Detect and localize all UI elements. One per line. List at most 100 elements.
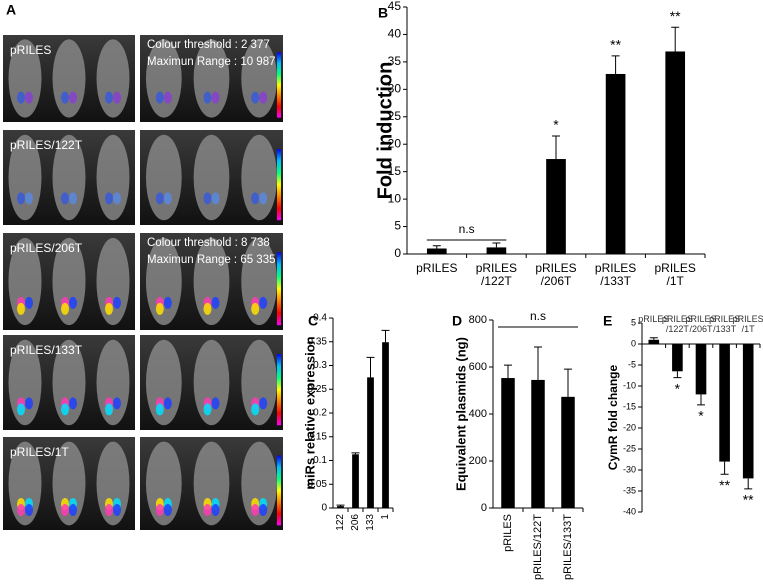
- signal: [69, 192, 77, 205]
- x-tick-label: pRILES /1T: [732, 314, 763, 334]
- x-tick-label: 133: [365, 514, 376, 531]
- bar: [501, 378, 515, 508]
- row-label: pRILES/1T: [10, 445, 69, 459]
- error-bar: [534, 346, 542, 380]
- y-tick-label: 400: [469, 408, 487, 420]
- significance-label: *: [698, 408, 704, 424]
- signal: [259, 91, 268, 104]
- signal: [113, 296, 121, 309]
- x-tick-label: pRILES: [638, 314, 670, 324]
- y-tick-label: 40: [388, 27, 402, 41]
- signal: [69, 296, 77, 309]
- mouse: [8, 339, 42, 426]
- y-tick-label: 0: [321, 503, 327, 514]
- error-bar: [492, 242, 501, 248]
- row-label: pRILES/122T: [10, 138, 83, 152]
- signal: [155, 302, 164, 315]
- y-tick-label: 600: [469, 361, 487, 373]
- mouse: [96, 339, 130, 426]
- error-bar: [744, 478, 753, 490]
- y-tick-label: 0: [394, 246, 401, 260]
- y-tick-label: 10: [388, 191, 402, 205]
- y-tick-label: 0.4: [313, 313, 327, 324]
- signal: [17, 403, 25, 416]
- x-tick-label: pRILES /122T: [661, 314, 693, 334]
- mouse: [193, 237, 230, 326]
- x-tick-label: 1: [380, 514, 391, 520]
- error-bar: [720, 461, 729, 475]
- y-tick-label: 0.35: [308, 336, 328, 347]
- panel-label: D: [452, 313, 462, 329]
- y-tick-label: -15: [623, 401, 636, 411]
- x-tick-label: pRILES /122T: [475, 261, 518, 289]
- error-bar: [351, 452, 360, 455]
- signal: [113, 192, 121, 205]
- x-tick-label: pRILES /133T: [709, 314, 741, 334]
- signal: [25, 397, 33, 410]
- mouse: [193, 441, 230, 526]
- bar: [648, 339, 660, 344]
- signal: [211, 503, 220, 516]
- bar: [367, 377, 374, 508]
- error-bar: [697, 394, 705, 406]
- y-tick-label: 0.15: [308, 431, 328, 442]
- y-tick-label: -20: [623, 422, 636, 432]
- y-tick-label: -40: [623, 506, 636, 516]
- signal: [69, 397, 77, 410]
- y-tick-label: 20: [388, 136, 402, 150]
- error-bar: [381, 329, 390, 343]
- signal: [69, 91, 77, 104]
- significance-label: **: [610, 37, 621, 53]
- color-bar: [277, 455, 281, 526]
- error-bar: [432, 245, 441, 249]
- row-label: pRILES/206T: [10, 241, 83, 255]
- mouse: [193, 339, 230, 426]
- bar: [605, 73, 626, 254]
- signal: [61, 91, 69, 104]
- signal: [259, 397, 268, 410]
- y-tick-label: 0.05: [308, 479, 328, 490]
- mouse: [8, 39, 42, 118]
- bar: [672, 344, 683, 372]
- y-axis-label: Equivalent plasmids (ng): [453, 337, 468, 491]
- x-tick-label: pRILES/122T: [532, 514, 544, 580]
- panel-label: C: [308, 313, 318, 329]
- y-tick-label: 5: [631, 317, 636, 327]
- signal: [203, 192, 212, 205]
- y-tick-label: 30: [388, 82, 402, 96]
- mouse: [193, 134, 230, 221]
- bracket-label: n.s: [530, 309, 546, 323]
- mouse: [52, 134, 86, 221]
- signal: [17, 302, 25, 315]
- mouse: [52, 39, 86, 118]
- bar: [665, 51, 686, 255]
- bar: [561, 396, 575, 508]
- signal: [211, 91, 220, 104]
- signal: [113, 91, 121, 104]
- bar: [531, 379, 545, 508]
- x-tick-label: 206: [350, 514, 361, 531]
- y-tick-label: 0.2: [313, 408, 327, 419]
- y-tick-label: 5: [394, 219, 401, 233]
- y-axis-label: Fold induction: [374, 62, 396, 200]
- mouse: [52, 441, 86, 526]
- error-bar: [649, 337, 658, 340]
- bar: [352, 454, 359, 508]
- signal: [203, 503, 212, 516]
- bar: [695, 344, 707, 395]
- y-tick-label: 0.25: [308, 384, 328, 395]
- mouse: [241, 441, 278, 526]
- color-bar: [277, 252, 281, 326]
- signal: [251, 192, 260, 205]
- signal: [163, 192, 172, 205]
- y-tick-label: -25: [623, 443, 636, 453]
- threshold-label: Colour threshold : 2 377: [147, 39, 270, 51]
- color-bar: [277, 149, 281, 221]
- mouse: [241, 39, 278, 118]
- x-tick-label: pRILES: [502, 514, 514, 552]
- mouse: [52, 339, 86, 426]
- mouse: [145, 441, 182, 526]
- signal: [203, 91, 212, 104]
